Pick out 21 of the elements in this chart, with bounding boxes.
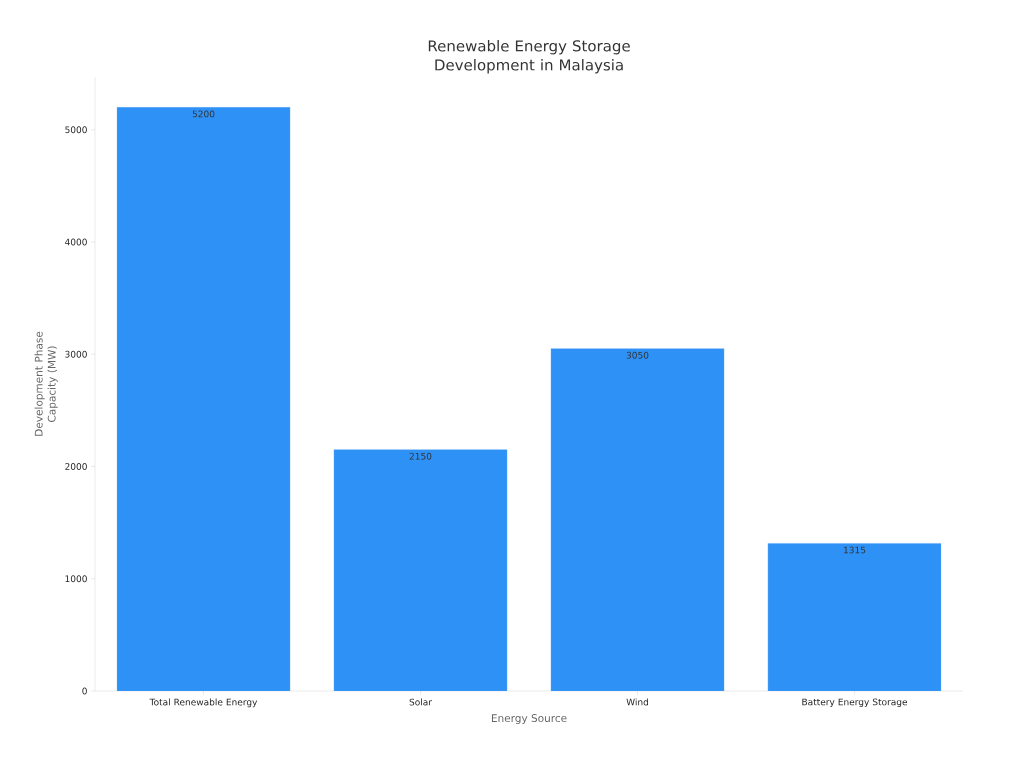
y-tick-label: 5000 bbox=[65, 126, 87, 134]
bar bbox=[116, 107, 291, 691]
data-label: 2150 bbox=[409, 452, 432, 460]
y-axis-title: Development Phase Capacity (MW) bbox=[34, 331, 58, 436]
data-label: 3050 bbox=[626, 351, 649, 359]
x-tick-label: Solar bbox=[409, 698, 432, 706]
y-tick-label: 0 bbox=[82, 687, 87, 695]
x-tick-label: Wind bbox=[626, 698, 649, 706]
bar bbox=[333, 449, 508, 691]
x-tick-label: Total Renewable Energy bbox=[149, 698, 258, 708]
bar bbox=[550, 348, 725, 691]
y-tick-label: 1000 bbox=[65, 575, 87, 583]
x-tick-label: Battery Energy Storage bbox=[802, 698, 908, 708]
y-tick-label: 2000 bbox=[65, 463, 87, 470]
y-tick-label: 3000 bbox=[65, 350, 87, 358]
bar bbox=[767, 543, 942, 691]
chart-title: Renewable Energy Storage Development in Malaysia bbox=[428, 39, 630, 74]
x-axis-title: Energy Source bbox=[491, 714, 567, 725]
y-tick-label: 4000 bbox=[65, 238, 87, 246]
data-label: 5200 bbox=[192, 110, 215, 118]
data-label: 1315 bbox=[844, 546, 866, 554]
